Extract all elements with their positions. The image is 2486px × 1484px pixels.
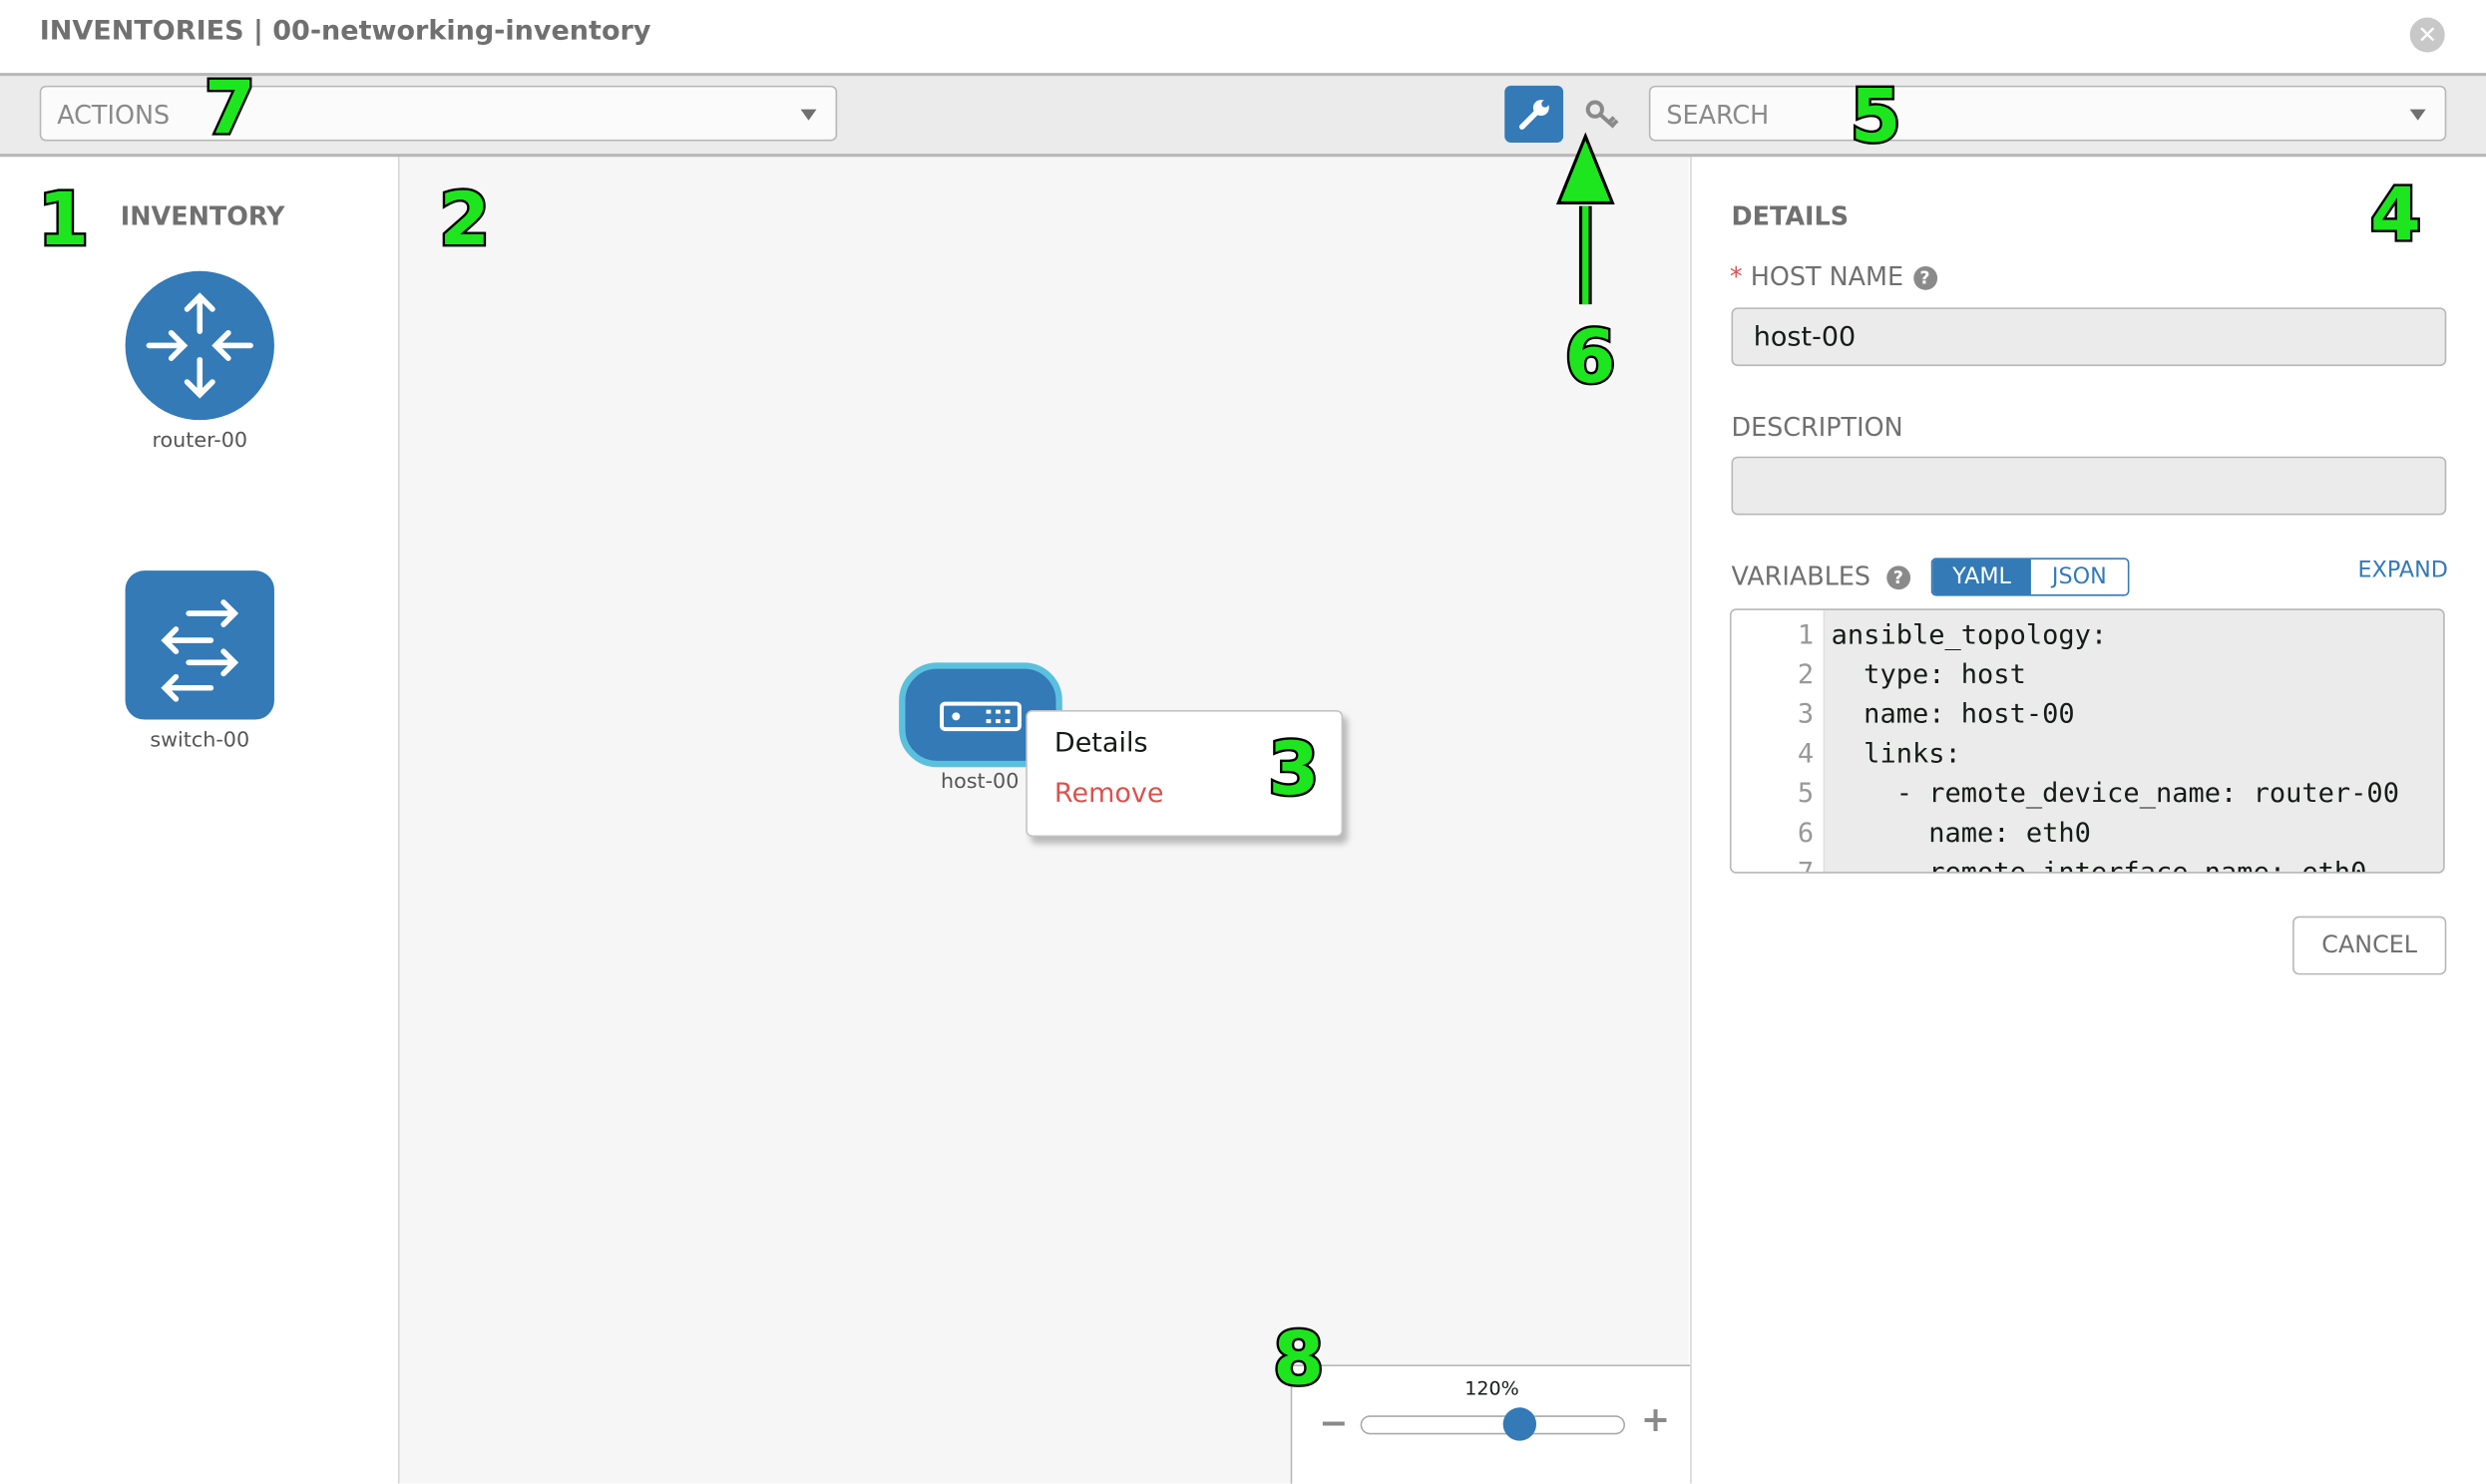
actions-dropdown[interactable]: ACTIONS bbox=[39, 85, 838, 142]
zoom-widget: 120% − + bbox=[1290, 1364, 1692, 1484]
description-input[interactable] bbox=[1731, 456, 2447, 516]
code-line: type: host bbox=[1831, 659, 2026, 691]
help-icon[interactable]: ? bbox=[1912, 266, 1937, 290]
line-number: 5 bbox=[1797, 778, 1815, 811]
page-title: INVENTORIES | 00-networking-inventory bbox=[39, 15, 651, 48]
chevron-down-icon bbox=[800, 109, 817, 121]
inventory-item-router[interactable] bbox=[125, 270, 274, 421]
annotation-7: 7 bbox=[203, 65, 258, 151]
key-icon bbox=[1585, 100, 1619, 129]
toolbar: ACTIONS SEARCH bbox=[0, 76, 2486, 158]
host-name-label: * HOST NAME? bbox=[1730, 261, 1937, 291]
zoom-slider-thumb[interactable] bbox=[1502, 1407, 1537, 1441]
line-number: 4 bbox=[1797, 738, 1815, 771]
router-icon bbox=[146, 292, 253, 399]
page-header: INVENTORIES | 00-networking-inventory ✕ bbox=[0, 0, 2486, 77]
host-name-input[interactable]: host-00 bbox=[1731, 307, 2447, 367]
line-gutter: 1 2 3 4 5 6 7 bbox=[1731, 609, 1826, 874]
zoom-slider[interactable] bbox=[1360, 1407, 1626, 1441]
details-title: DETAILS bbox=[1731, 200, 1850, 232]
line-number: 6 bbox=[1797, 818, 1815, 850]
host-name-value: host-00 bbox=[1753, 321, 1857, 354]
code-line: links: bbox=[1831, 738, 1961, 771]
search-placeholder: SEARCH bbox=[1666, 100, 1770, 131]
annotation-4: 4 bbox=[2368, 171, 2424, 257]
context-menu-remove[interactable]: Remove bbox=[1053, 778, 1164, 811]
code-line: remote_interface_name: eth0 bbox=[1831, 857, 2367, 874]
expand-link[interactable]: EXPAND bbox=[2357, 557, 2448, 583]
switch-label: switch-00 bbox=[150, 729, 250, 753]
format-toggle: YAML JSON bbox=[1930, 557, 2130, 596]
line-number: 2 bbox=[1797, 659, 1815, 691]
annotation-3: 3 bbox=[1266, 725, 1322, 812]
router-label: router-00 bbox=[152, 429, 248, 454]
annotation-1: 1 bbox=[36, 176, 92, 262]
inventory-panel: INVENTORY router-00 switch-00 bbox=[0, 157, 400, 1484]
actions-label: ACTIONS bbox=[57, 100, 171, 131]
variables-editor[interactable]: 1 2 3 4 5 6 7 ansible_topology: type: host nam… bbox=[1729, 608, 2445, 874]
cancel-button[interactable]: CANCEL bbox=[2292, 916, 2447, 975]
json-toggle[interactable]: JSON bbox=[2051, 563, 2107, 590]
arrow-up-icon bbox=[1555, 132, 1615, 305]
wrench-button[interactable] bbox=[1504, 85, 1564, 144]
variables-label: VARIABLES? bbox=[1732, 561, 1910, 591]
annotation-6: 6 bbox=[1562, 313, 1618, 400]
context-menu-details[interactable]: Details bbox=[1053, 727, 1148, 760]
host-server-icon bbox=[940, 701, 1022, 732]
yaml-toggle[interactable]: YAML bbox=[1932, 559, 2031, 594]
host-label: host-00 bbox=[941, 770, 1020, 795]
close-icon[interactable]: ✕ bbox=[2409, 17, 2445, 53]
code-line: name: host-00 bbox=[1831, 698, 2075, 731]
code-line: ansible_topology: bbox=[1831, 619, 2108, 652]
line-number: 3 bbox=[1797, 698, 1815, 731]
code-line: - remote_device_name: router-00 bbox=[1831, 778, 2399, 811]
line-number: 7 bbox=[1797, 857, 1815, 874]
host-name-text: HOST NAME bbox=[1750, 261, 1904, 292]
topology-canvas[interactable]: host-00 Details Remove 120% − + bbox=[399, 157, 1692, 1484]
key-button[interactable] bbox=[1579, 86, 1627, 143]
inventory-title: INVENTORY bbox=[120, 200, 285, 232]
help-icon[interactable]: ? bbox=[1885, 565, 1910, 590]
variables-text: VARIABLES bbox=[1731, 560, 1871, 591]
wrench-icon bbox=[1518, 100, 1549, 130]
search-dropdown[interactable]: SEARCH bbox=[1648, 85, 2447, 142]
switch-icon bbox=[161, 599, 239, 702]
annotation-2: 2 bbox=[437, 176, 493, 262]
annotation-8: 8 bbox=[1271, 1315, 1327, 1401]
required-mark: * bbox=[1729, 261, 1743, 292]
description-label: DESCRIPTION bbox=[1731, 412, 1903, 443]
inventory-item-switch[interactable] bbox=[125, 570, 274, 720]
zoom-out-button[interactable]: − bbox=[1319, 1404, 1349, 1444]
code-line: name: eth0 bbox=[1831, 818, 2091, 850]
line-number: 1 bbox=[1797, 619, 1815, 652]
annotation-5: 5 bbox=[1848, 73, 1903, 159]
context-menu: Details Remove bbox=[1026, 710, 1344, 838]
zoom-in-button[interactable]: + bbox=[1640, 1400, 1671, 1441]
chevron-down-icon bbox=[2409, 109, 2426, 121]
zoom-value: 120% bbox=[1464, 1377, 1519, 1400]
